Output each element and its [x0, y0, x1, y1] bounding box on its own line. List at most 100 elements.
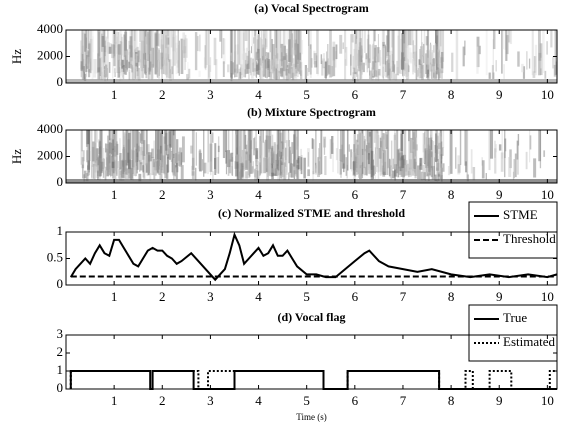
spectrogram-texture	[514, 153, 517, 178]
spectrogram-texture	[304, 64, 308, 80]
spectrogram-texture	[320, 54, 323, 64]
spectrogram-texture	[435, 167, 438, 180]
x-tick-label: 9	[496, 87, 503, 102]
spectrogram-texture	[451, 52, 454, 72]
spectrogram-texture	[95, 148, 99, 167]
spectrogram-texture	[254, 168, 257, 178]
spectrogram-texture	[187, 62, 189, 78]
spectrogram-texture	[248, 130, 251, 176]
spectrogram-texture	[155, 158, 157, 176]
spectrogram-texture	[365, 148, 368, 175]
spectrogram-texture	[402, 69, 406, 77]
spectrogram-texture	[255, 141, 257, 150]
spectrogram-texture	[495, 144, 497, 153]
spectrogram-texture	[311, 138, 314, 149]
spectrogram-texture	[208, 30, 210, 78]
spectrogram-texture	[234, 161, 237, 169]
spectrogram-texture	[139, 160, 141, 172]
spectrogram-texture	[504, 30, 506, 50]
spectrogram-texture	[267, 59, 271, 77]
spectrogram-texture	[370, 151, 374, 170]
spectrogram-texture	[379, 137, 382, 172]
spectrogram-texture	[198, 34, 201, 52]
spectrogram-texture	[501, 30, 503, 74]
x-tick-label: 2	[159, 187, 166, 202]
spectrogram-texture	[430, 137, 433, 151]
x-tick-label: 5	[303, 393, 310, 408]
spectrogram-texture	[113, 130, 117, 157]
spectrogram-texture	[414, 130, 418, 176]
spectrogram-texture	[264, 59, 267, 78]
spectrogram-texture	[246, 64, 249, 74]
spectrogram-texture	[425, 137, 428, 173]
spectrogram-texture	[271, 172, 274, 180]
spectrogram-texture	[434, 157, 436, 177]
spectrogram-texture	[207, 65, 211, 80]
spectrogram-texture	[392, 66, 395, 80]
spectrogram-texture	[307, 152, 309, 167]
spectrogram-texture	[411, 151, 414, 176]
spectrogram-texture	[438, 173, 440, 181]
spectrogram-texture	[285, 140, 288, 175]
spectrogram-texture	[271, 134, 274, 151]
spectrogram-texture	[464, 130, 467, 166]
spectrogram-texture	[81, 130, 83, 152]
spectrogram-texture	[269, 30, 272, 78]
spectrogram-texture	[374, 133, 378, 148]
spectrogram-texture	[429, 44, 433, 63]
spectrogram-texture	[138, 131, 140, 152]
spectrogram-texture	[285, 159, 287, 179]
spectrogram-texture	[276, 130, 279, 176]
spectrogram-texture	[83, 170, 87, 179]
spectrogram-texture	[348, 144, 350, 152]
spectrogram-texture	[428, 137, 431, 172]
spectrogram-texture	[105, 166, 107, 181]
spectrogram-texture	[422, 144, 425, 164]
spectrogram-texture	[80, 64, 83, 78]
spectrogram-texture	[334, 51, 337, 68]
spectrogram-texture	[318, 161, 320, 177]
spectrogram-texture	[306, 67, 309, 76]
spectrogram-texture	[268, 52, 271, 65]
spectrogram-texture	[490, 130, 494, 159]
spectrogram-texture	[253, 62, 256, 76]
spectrogram-texture	[488, 130, 491, 171]
spectrogram-texture	[86, 150, 89, 163]
spectrogram-texture	[257, 48, 260, 76]
spectrogram-texture	[246, 30, 250, 52]
spectrogram-texture	[142, 140, 146, 156]
spectrogram-texture	[148, 30, 151, 75]
spectrogram-texture	[379, 50, 382, 66]
spectrogram-texture	[335, 148, 339, 161]
spectrogram-texture	[209, 57, 212, 72]
spectrogram-texture	[169, 73, 172, 81]
spectrogram-texture	[277, 170, 281, 181]
spectrogram-texture	[327, 44, 329, 76]
spectrogram-texture	[429, 130, 433, 139]
spectrogram-texture	[231, 130, 234, 154]
spectrogram-texture	[85, 173, 89, 182]
spectrogram-texture	[133, 41, 136, 50]
spectrogram-texture	[393, 134, 397, 170]
line-series	[69, 231, 558, 282]
spectrogram-texture	[137, 50, 140, 63]
spectrogram-texture	[543, 150, 546, 157]
x-tick-label: 7	[400, 393, 407, 408]
x-tick-label: 6	[352, 289, 359, 304]
spectrogram-texture	[287, 39, 291, 62]
spectrogram-texture	[297, 157, 300, 170]
spectrogram-texture	[125, 168, 128, 175]
spectrogram-texture	[392, 30, 395, 72]
spectrogram-texture	[434, 43, 436, 70]
spectrogram-texture	[291, 153, 293, 165]
spectrogram-texture	[125, 130, 129, 166]
spectrogram-texture	[213, 37, 217, 66]
panel-title: (c) Normalized STME and threshold	[218, 206, 405, 220]
spectrogram-texture	[259, 30, 261, 77]
spectrogram-texture	[435, 158, 439, 171]
spectrogram-texture	[140, 162, 143, 171]
x-tick-label: 1	[111, 393, 118, 408]
spectrogram-texture	[151, 30, 153, 80]
spectrogram-texture	[414, 45, 417, 65]
